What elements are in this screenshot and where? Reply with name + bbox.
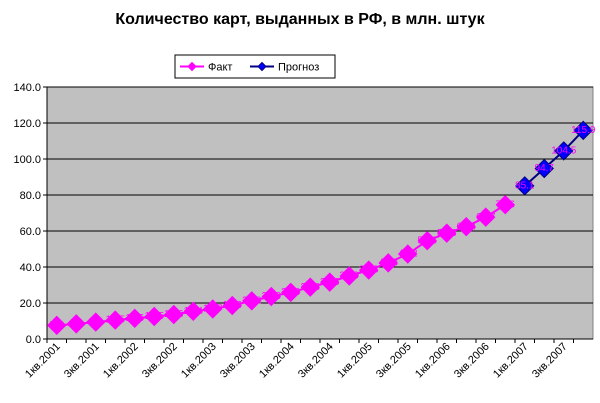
marker: [359, 260, 379, 280]
x-tick-label: 3кв.2007: [530, 341, 570, 381]
x-tick-label: 3кв.2004: [296, 341, 336, 381]
data-label: 28.8: [301, 282, 321, 293]
data-label: 94.7: [535, 163, 555, 174]
marker: [86, 312, 106, 332]
marker: [164, 304, 184, 325]
data-label: 62.4: [457, 221, 477, 232]
y-tick-label: 60.0: [20, 226, 41, 238]
data-label: 7.6: [50, 320, 64, 331]
data-label: 67.7: [476, 212, 496, 223]
x-tick-label: 3кв.2002: [140, 341, 180, 381]
data-label: 18.6: [223, 300, 243, 311]
data-label: 47.2: [398, 249, 418, 260]
x-tick-label: 1кв.2006: [413, 341, 453, 381]
x-tick-label: 1кв.2003: [179, 341, 219, 381]
marker: [261, 286, 281, 307]
marker: [66, 314, 86, 334]
marker: [417, 231, 437, 251]
y-tick-label: 140.0: [13, 82, 41, 94]
marker: [495, 195, 515, 215]
data-label: 104.5: [551, 146, 576, 157]
chart-title: Количество карт, выданных в РФ, в млн. ш…: [115, 11, 485, 28]
marker: [437, 223, 457, 243]
x-tick-label: 1кв.2002: [101, 341, 141, 381]
data-label: 31.6: [320, 277, 340, 288]
marker: [339, 266, 359, 286]
legend-marker: [257, 61, 267, 72]
data-label: 23.6: [262, 291, 282, 302]
y-tick-label: 100.0: [13, 154, 41, 166]
marker: [105, 310, 125, 330]
data-label: 9.4: [89, 317, 103, 328]
marker: [281, 282, 301, 303]
legend-label: Прогноз: [278, 62, 319, 74]
marker: [573, 120, 593, 141]
legend-label: Факт: [208, 62, 232, 74]
data-label: 42.3: [379, 258, 399, 269]
data-label: 85.1: [515, 180, 535, 191]
x-tick-label: 3кв.2006: [452, 341, 492, 381]
marker: [47, 315, 67, 336]
x-tick-label: 3кв.2003: [218, 341, 258, 381]
series-line: [524, 129, 584, 187]
y-tick-label: 120.0: [13, 118, 41, 130]
plot-area: [46, 86, 594, 340]
marker: [378, 253, 398, 273]
data-label: 21.2: [242, 295, 262, 306]
y-tick-label: 80.0: [20, 190, 41, 202]
data-label: 10.5: [106, 315, 126, 326]
data-label: 74.6: [496, 199, 516, 210]
marker: [476, 207, 496, 227]
y-tick-label: 40.0: [20, 262, 41, 274]
marker: [456, 216, 476, 237]
x-tick-label: 1кв.2004: [257, 341, 297, 381]
marker: [183, 301, 203, 321]
marker: [534, 158, 554, 179]
x-tick-label: 3кв.2001: [62, 341, 102, 381]
x-tick-label: 1кв.2001: [23, 341, 63, 381]
marker: [203, 299, 223, 319]
marker: [554, 141, 574, 161]
marker: [320, 272, 340, 292]
marker: [515, 176, 535, 196]
data-label: 115.9: [571, 125, 596, 136]
marker: [222, 295, 242, 316]
marker: [242, 291, 262, 311]
data-label: 25.9: [281, 287, 301, 298]
marker: [300, 277, 320, 297]
data-label: 13.6: [164, 309, 184, 320]
data-label: 38.3: [359, 265, 379, 276]
data-label: 12.5: [145, 311, 165, 322]
x-tick-label: 1кв.2005: [335, 341, 375, 381]
data-label: 35.0: [340, 271, 360, 282]
x-tick-label: 1кв.2007: [491, 341, 531, 381]
marker: [398, 244, 418, 264]
y-tick-label: 0.0: [26, 334, 41, 346]
marker: [125, 308, 145, 329]
data-label: 11.5: [125, 313, 144, 324]
data-label: 58.8: [437, 228, 457, 239]
y-tick-label: 20.0: [20, 298, 41, 310]
data-label: 54.6: [418, 235, 438, 246]
legend-marker: [187, 61, 197, 72]
data-label: 16.7: [203, 304, 223, 315]
data-label: 8.4: [69, 319, 83, 330]
marker: [144, 306, 164, 327]
data-label: 15.4: [184, 306, 204, 317]
x-tick-label: 3кв.2005: [374, 341, 414, 381]
